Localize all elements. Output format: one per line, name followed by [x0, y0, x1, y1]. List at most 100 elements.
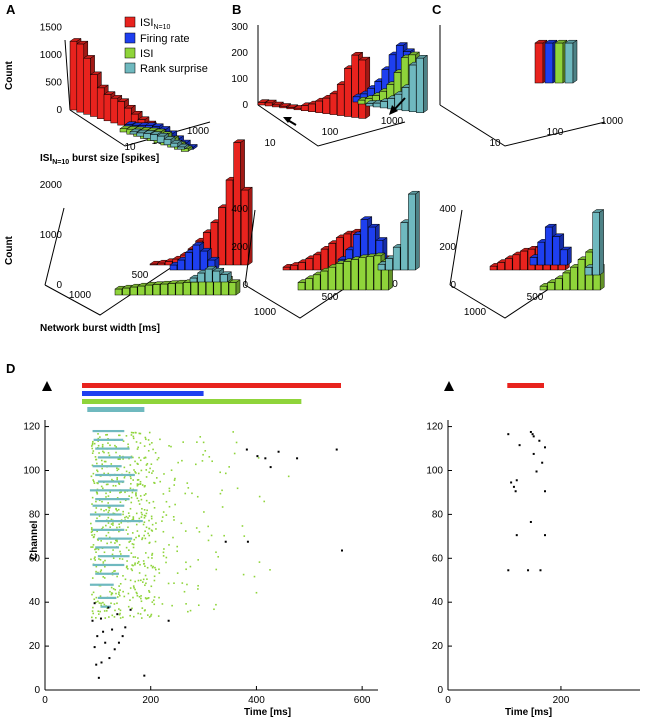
floor-axis	[69, 109, 211, 147]
spike-black	[541, 461, 544, 464]
y-tick-label: 40	[29, 597, 41, 608]
histogram-bar	[315, 100, 323, 113]
spike-green	[129, 587, 132, 589]
histogram-bar	[183, 282, 191, 296]
histogram-bar	[358, 59, 367, 119]
spike-green	[118, 434, 121, 437]
spike-green	[101, 463, 104, 466]
spike-green	[95, 551, 97, 554]
spike-green	[97, 571, 99, 574]
histogram-bar-top	[232, 139, 246, 143]
spike-green	[185, 603, 187, 605]
histogram-bar	[117, 101, 125, 126]
spike-green	[177, 461, 179, 464]
y-tick-label: 120	[426, 422, 443, 433]
spike-green	[111, 553, 114, 556]
spike-green	[110, 541, 112, 544]
spike-green	[105, 434, 107, 436]
spike-green	[112, 588, 115, 590]
spike-green	[150, 564, 153, 567]
histogram-bar	[308, 103, 316, 112]
x-tick-label: 500	[322, 292, 339, 303]
spike-green	[165, 500, 168, 503]
spike-green	[181, 459, 183, 462]
spike-green	[153, 603, 156, 606]
spike-green	[114, 588, 117, 591]
y-tick-label: 80	[29, 509, 41, 520]
spike-black	[510, 481, 513, 484]
histogram-bar-top	[415, 55, 429, 59]
spike-green	[233, 452, 236, 455]
spike-green	[148, 589, 150, 592]
spike-green	[202, 453, 204, 456]
spike-green	[130, 477, 132, 480]
spike-green	[152, 448, 154, 451]
spike-green	[165, 556, 168, 559]
spike-green	[112, 484, 115, 487]
spike-green	[135, 536, 137, 539]
spike-green	[168, 544, 170, 546]
histogram-bar	[328, 266, 336, 291]
burst-segment	[92, 429, 125, 433]
histogram-bar	[408, 64, 417, 113]
histogram-bar-top	[204, 265, 217, 270]
burst-segment	[92, 465, 122, 468]
histogram-bar-top	[367, 223, 381, 228]
histogram-bar-top	[151, 123, 164, 127]
x-tick-label: 1000	[381, 116, 404, 127]
spike-black	[93, 646, 96, 649]
spike-green	[151, 554, 153, 556]
spike-green	[123, 466, 126, 469]
spike-green	[232, 431, 235, 433]
z-tick-label: 400	[439, 204, 456, 215]
spike-green	[242, 573, 245, 576]
z-tick-label: 200	[439, 242, 456, 253]
histogram-bar-top	[228, 279, 241, 283]
legend-swatch-isi	[124, 47, 136, 59]
histogram-bar	[547, 282, 555, 291]
spike-green	[118, 530, 120, 533]
x-tick-label: 0	[42, 695, 48, 706]
spike-green	[119, 612, 121, 615]
histogram-bar-top	[137, 116, 150, 120]
spike-green	[97, 440, 99, 442]
spike-green	[162, 551, 165, 554]
spike-green	[93, 480, 95, 483]
histogram-bar	[570, 266, 578, 291]
histogram-bar	[504, 258, 513, 271]
spike-green	[105, 524, 107, 527]
x-tick-label: 1000	[69, 290, 92, 301]
spike-green	[96, 492, 98, 494]
histogram-bar-top	[559, 246, 573, 251]
x-tick-label: 10	[264, 138, 276, 149]
x-tick-label: 500	[132, 270, 149, 281]
spike-green	[97, 610, 100, 613]
spike-green	[90, 546, 92, 548]
spike-green	[103, 460, 106, 463]
spike-green	[110, 586, 113, 589]
histogram-bar	[110, 97, 119, 124]
x-tick-label: 10	[124, 142, 136, 153]
histogram-bar-top	[278, 103, 292, 107]
spike-green	[143, 521, 146, 523]
spike-green	[215, 551, 217, 554]
spike-green	[119, 553, 122, 555]
spike-green	[151, 523, 154, 526]
spike-green	[137, 560, 140, 563]
spike-green	[130, 501, 133, 504]
spike-green	[151, 601, 154, 603]
spike-green	[90, 531, 93, 534]
spike-green	[122, 590, 124, 593]
spike-green	[132, 435, 135, 438]
histogram-bar	[365, 103, 374, 107]
spike-green	[158, 568, 160, 571]
spike-green	[135, 441, 138, 443]
spike-black	[256, 455, 259, 458]
histogram-bar	[377, 264, 386, 271]
spike-green	[157, 615, 160, 617]
spike-green	[109, 491, 112, 493]
spike-green	[136, 562, 139, 565]
spike-green	[122, 575, 124, 577]
spike-green	[109, 506, 111, 509]
